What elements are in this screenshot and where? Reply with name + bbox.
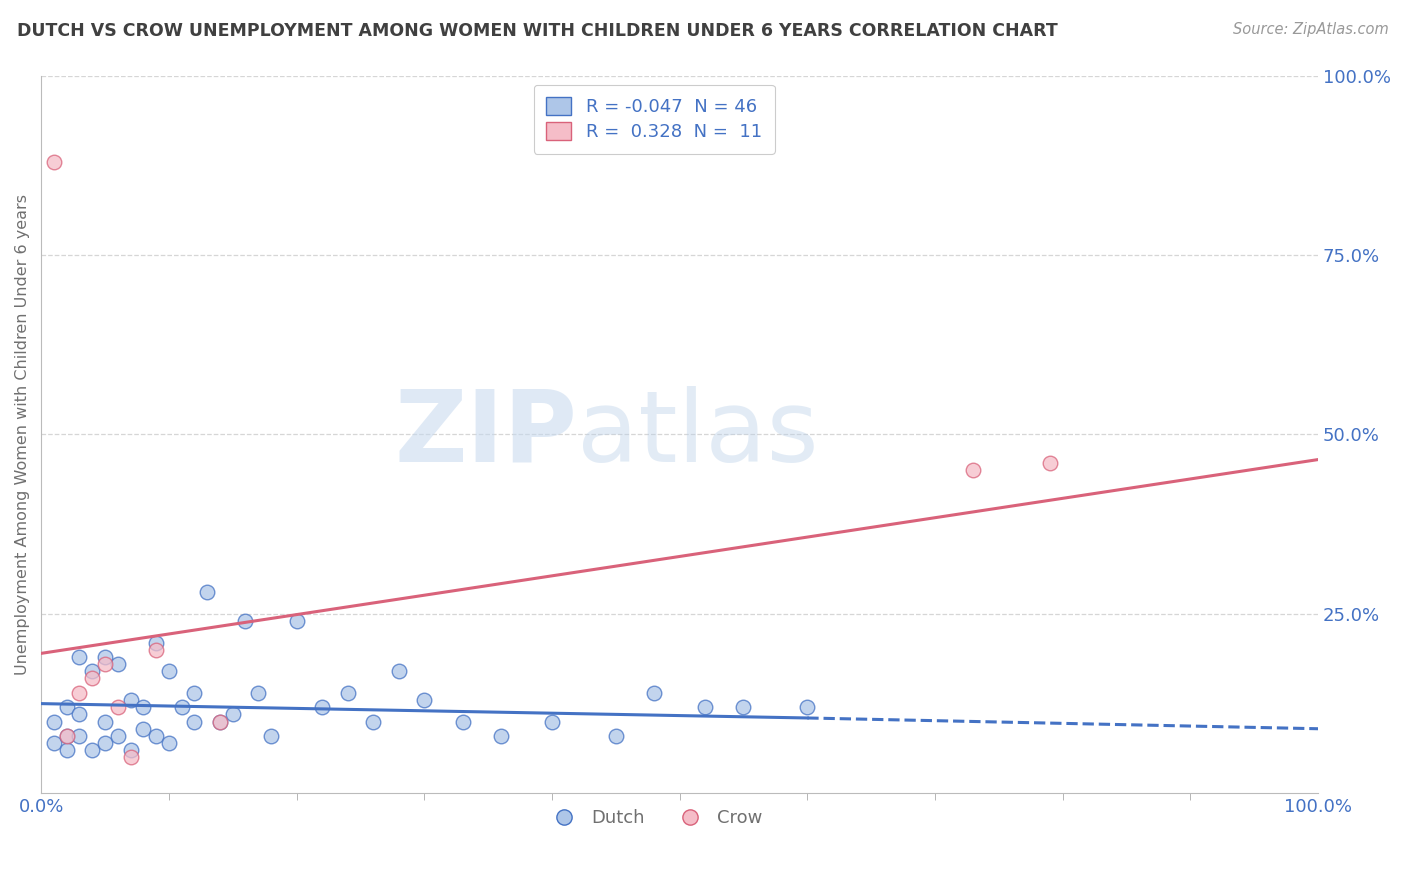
Point: [183, 686, 205, 700]
Text: ZIP: ZIP: [395, 386, 578, 483]
Point: [195, 585, 218, 599]
Point: [55, 729, 77, 743]
Point: [42, 736, 65, 750]
Point: [107, 729, 129, 743]
Point: [285, 614, 308, 628]
Point: [82, 665, 104, 679]
Point: [120, 750, 142, 764]
Point: [94, 736, 117, 750]
Point: [42, 154, 65, 169]
Point: [132, 722, 155, 736]
Point: [42, 714, 65, 729]
Point: [170, 700, 193, 714]
Point: [183, 714, 205, 729]
Point: [55, 729, 77, 743]
Point: [695, 700, 717, 714]
Point: [605, 729, 627, 743]
Legend: Dutch, Crow: Dutch, Crow: [538, 802, 769, 835]
Point: [451, 714, 474, 729]
Point: [145, 729, 167, 743]
Point: [361, 714, 384, 729]
Point: [157, 665, 180, 679]
Point: [82, 672, 104, 686]
Point: [208, 714, 231, 729]
Point: [260, 729, 283, 743]
Y-axis label: Unemployment Among Women with Children Under 6 years: Unemployment Among Women with Children U…: [15, 194, 30, 675]
Text: Source: ZipAtlas.com: Source: ZipAtlas.com: [1233, 22, 1389, 37]
Point: [221, 707, 243, 722]
Point: [94, 714, 117, 729]
Point: [67, 650, 90, 665]
Point: [145, 635, 167, 649]
Point: [67, 729, 90, 743]
Point: [82, 743, 104, 757]
Point: [132, 700, 155, 714]
Point: [94, 650, 117, 665]
Point: [388, 665, 411, 679]
Text: DUTCH VS CROW UNEMPLOYMENT AMONG WOMEN WITH CHILDREN UNDER 6 YEARS CORRELATION C: DUTCH VS CROW UNEMPLOYMENT AMONG WOMEN W…: [17, 22, 1057, 40]
Point: [94, 657, 117, 672]
Point: [145, 642, 167, 657]
Point: [643, 686, 665, 700]
Point: [413, 693, 436, 707]
Point: [235, 614, 257, 628]
Point: [796, 700, 818, 714]
Point: [67, 707, 90, 722]
Point: [120, 743, 142, 757]
Point: [55, 743, 77, 757]
Point: [120, 693, 142, 707]
Point: [733, 700, 755, 714]
Point: [1039, 456, 1062, 470]
Point: [311, 700, 333, 714]
Point: [107, 657, 129, 672]
Point: [962, 463, 984, 477]
Point: [67, 686, 90, 700]
Point: [336, 686, 359, 700]
Point: [107, 700, 129, 714]
Point: [247, 686, 270, 700]
Point: [541, 714, 564, 729]
Point: [55, 700, 77, 714]
Point: [208, 714, 231, 729]
Point: [489, 729, 512, 743]
Point: [157, 736, 180, 750]
Text: atlas: atlas: [578, 386, 820, 483]
